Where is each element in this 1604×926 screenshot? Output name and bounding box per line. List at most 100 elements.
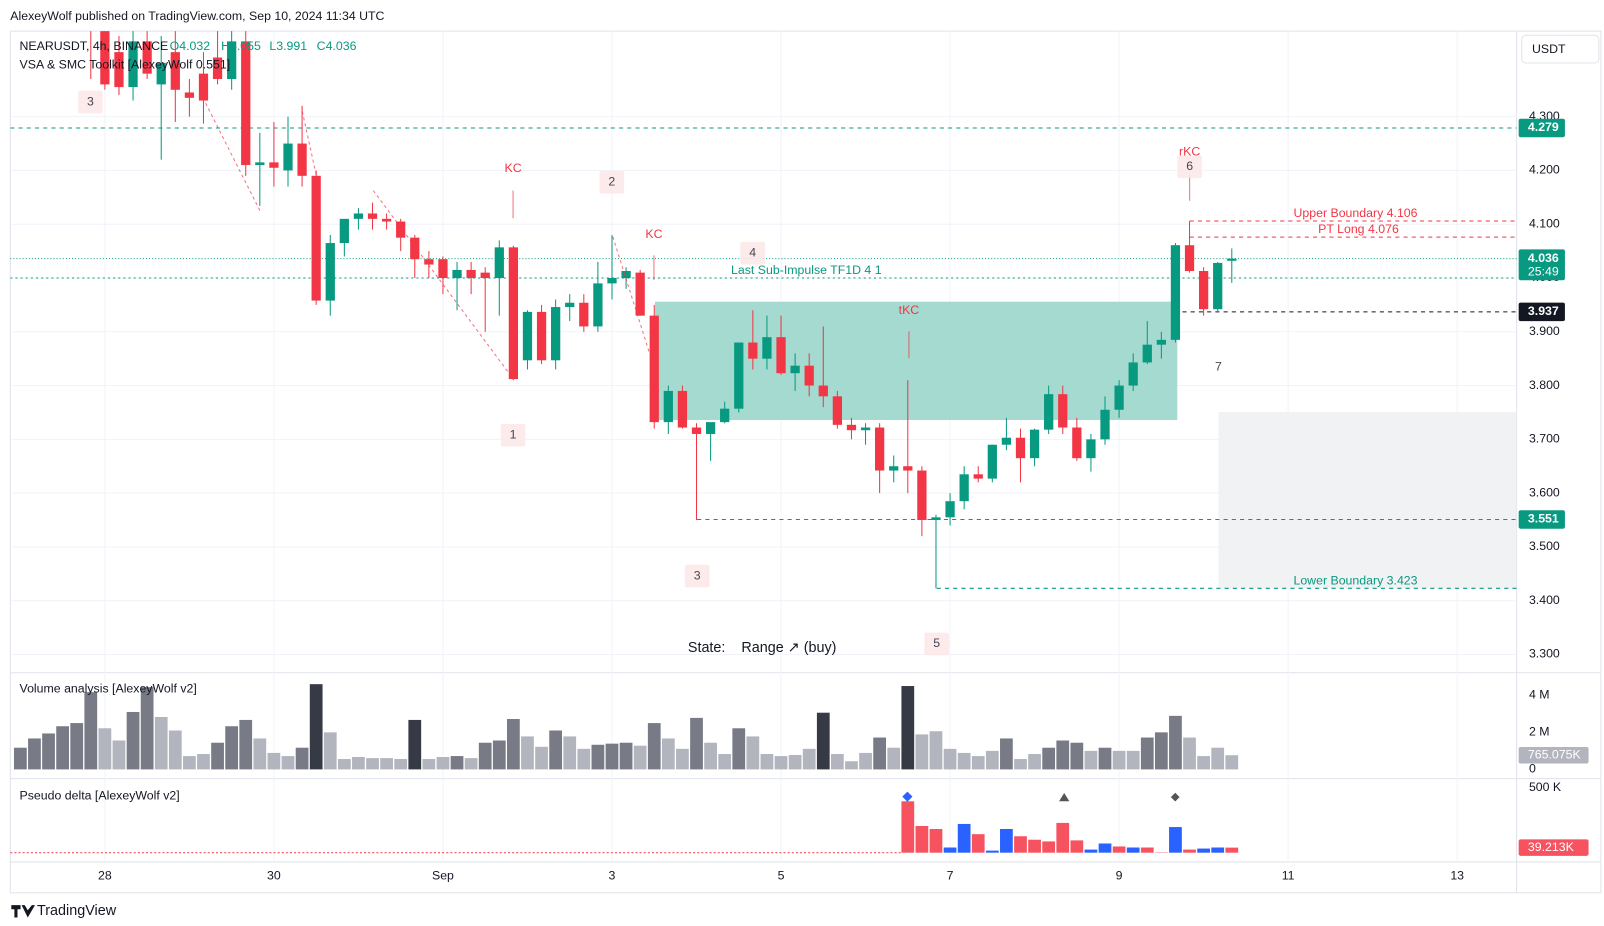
bar	[873, 737, 887, 770]
pivot-box	[599, 170, 625, 194]
zigzag	[205, 102, 261, 212]
bar	[619, 742, 633, 770]
candle-body	[677, 390, 688, 428]
candle-body	[889, 466, 899, 471]
bar	[352, 756, 365, 770]
bar	[1056, 740, 1070, 770]
y-tick-label: 3.900	[1529, 324, 1560, 338]
candle-body	[1086, 439, 1096, 459]
y-tick-label: 4.100	[1529, 216, 1560, 230]
bar	[971, 834, 985, 853]
zone	[654, 301, 1178, 420]
bar	[1000, 738, 1013, 770]
legend-high: H4.055	[221, 39, 261, 53]
bar	[1140, 737, 1154, 770]
candle-body	[1184, 245, 1195, 272]
pivot-box	[740, 241, 765, 265]
level-text: Lower Boundary 3.423	[1293, 573, 1417, 587]
state-label: State:	[688, 640, 726, 656]
x-tick-label: Sep	[432, 869, 454, 883]
candle-body	[593, 283, 603, 327]
state-value: Range ↗ (buy)	[741, 640, 836, 656]
bar	[676, 748, 689, 770]
y-tick-label: 3.700	[1529, 432, 1560, 446]
bar	[521, 736, 534, 770]
bar	[323, 732, 337, 770]
annotation: KC	[645, 227, 662, 241]
bar	[943, 748, 957, 770]
candle-body	[705, 422, 716, 434]
symbol-title: NEARUSDT, 4h, BINANCE	[20, 39, 169, 53]
candle-body	[508, 247, 519, 380]
price-tag-label: 4.036	[1528, 251, 1559, 265]
candle-body	[1114, 385, 1124, 410]
currency-label[interactable]: USDT	[1532, 42, 1566, 56]
bar	[760, 754, 774, 770]
bar	[845, 761, 858, 770]
bar	[1169, 827, 1182, 853]
candle-body	[1213, 262, 1223, 310]
candle-body	[748, 342, 758, 359]
bar	[704, 742, 717, 770]
bar	[239, 719, 253, 770]
bar	[337, 759, 351, 770]
annotation: KC	[505, 161, 522, 175]
candle-body	[804, 365, 814, 386]
bar	[507, 719, 520, 770]
bar	[1126, 847, 1140, 853]
bar	[535, 746, 548, 770]
bar	[140, 687, 154, 770]
candle-body	[297, 143, 307, 176]
bar	[281, 756, 295, 770]
candle-body	[903, 466, 913, 471]
y-tick-label: 4 M	[1529, 688, 1550, 702]
bar	[1126, 750, 1140, 770]
bar	[1028, 754, 1041, 770]
bar	[1014, 836, 1027, 853]
bar	[732, 728, 746, 770]
candle-body	[114, 52, 124, 88]
candle-body	[480, 272, 490, 279]
candle-body	[1029, 429, 1040, 459]
bar	[971, 756, 985, 770]
y-tick-label: 3.600	[1529, 485, 1560, 499]
annotation: 4	[749, 245, 756, 259]
bar	[563, 736, 577, 770]
bar	[1056, 822, 1070, 853]
bar	[1070, 840, 1084, 853]
annotation: 5	[933, 636, 940, 650]
candle-body	[621, 271, 631, 279]
x-tick-label: 9	[1116, 869, 1123, 883]
bar	[309, 684, 323, 770]
bar	[436, 756, 450, 770]
bar	[1112, 846, 1126, 853]
candle-body	[128, 41, 138, 88]
bar	[605, 743, 619, 770]
x-tick-label: 13	[1450, 869, 1464, 883]
candle-body	[832, 396, 842, 425]
bar	[183, 756, 196, 770]
zigzag	[372, 190, 514, 379]
bar	[647, 723, 661, 770]
bar	[366, 758, 379, 770]
candle-body	[1156, 339, 1166, 345]
bar	[901, 801, 915, 853]
candle-body	[945, 501, 955, 518]
bar	[1211, 847, 1225, 853]
pivot-box	[1177, 155, 1202, 179]
x-tick-label: 30	[267, 869, 281, 883]
annotation: 6	[1186, 159, 1193, 173]
bar	[380, 758, 393, 770]
currency-button[interactable]	[1521, 34, 1600, 64]
bar	[211, 742, 224, 770]
price-tag	[1518, 302, 1565, 322]
candle-body	[579, 302, 589, 327]
bar	[422, 759, 436, 770]
bar	[774, 756, 788, 770]
bar	[549, 730, 563, 770]
bar	[859, 752, 872, 770]
candle-body	[255, 162, 265, 166]
signal-marker	[1059, 793, 1070, 802]
candle-body	[635, 272, 645, 316]
